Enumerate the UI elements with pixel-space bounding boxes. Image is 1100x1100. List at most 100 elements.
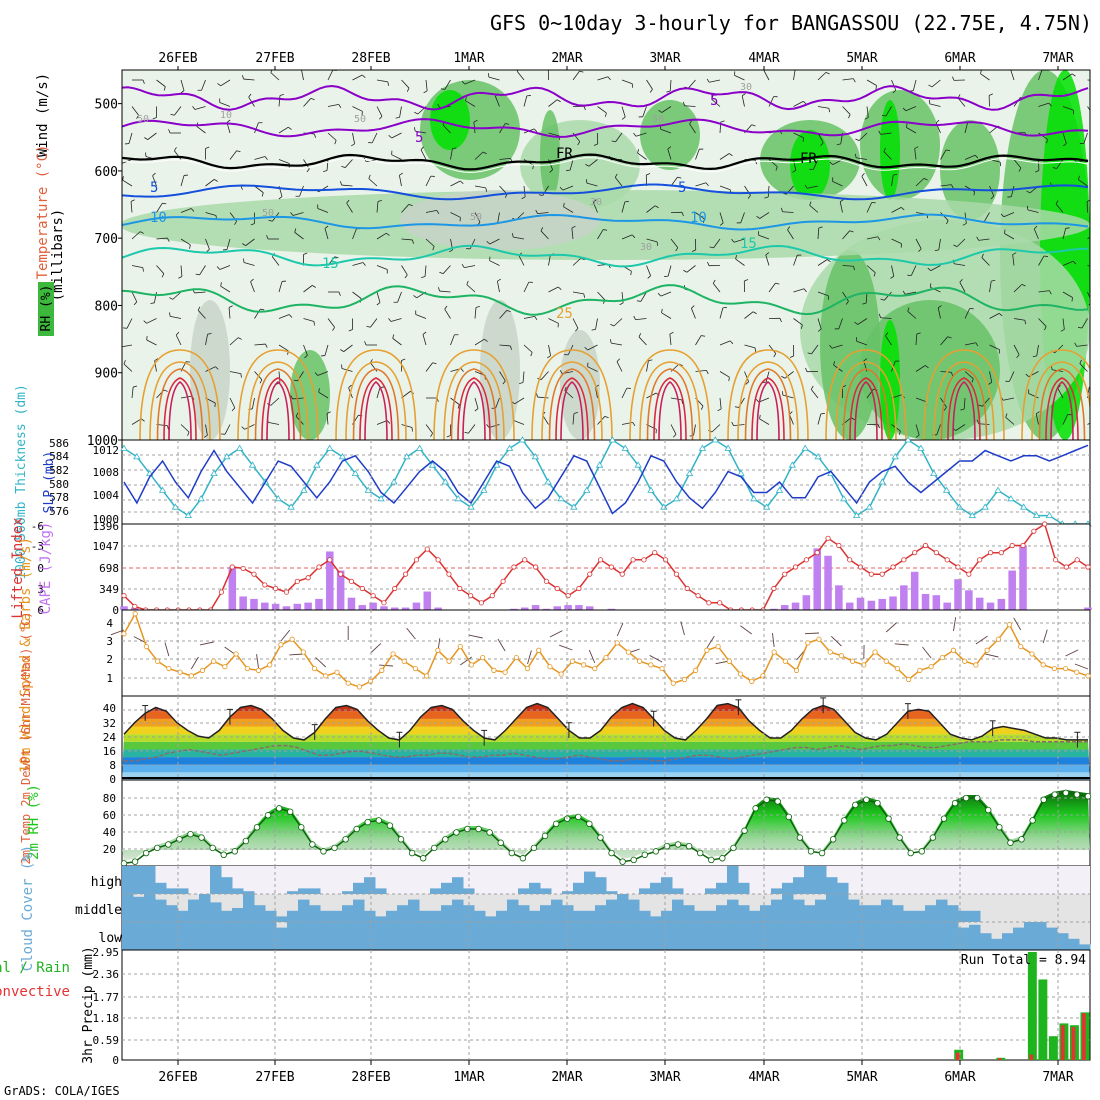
cloud-low-bar [254,922,266,950]
cloud-middle-bar [903,910,915,922]
wind10-point [211,658,217,664]
cloud-low-bar [265,922,277,950]
cloud-middle-bar [221,910,233,922]
wind10-point [457,643,463,650]
contour-label: 10 [690,210,707,226]
wind10-point [412,665,419,672]
wind10-barbs [110,617,1089,670]
contour-label: FR [800,151,817,167]
cloud-middle-bar [243,894,255,922]
precip-tick: 0 [112,1054,119,1067]
lifted-index-point [121,593,127,599]
thickness-point [454,495,462,502]
cape-panel: -6 -3 0 3 6 1396 1047 698 349 0 Lifted Index CAPE… [10,517,1092,619]
cape-bar [520,607,529,610]
cloud-middle-bar [595,905,607,922]
rh2m-point [154,844,161,852]
cloud-high-bar [177,888,189,894]
wind10-point [1029,651,1035,657]
cape-bar [943,602,951,610]
thickness-point [325,444,334,451]
date-gridlines [177,440,1059,1060]
upper-label-rh: RH (%) [39,285,54,332]
cloud-middle-bar [969,910,981,922]
wind10-point [737,671,744,677]
thickness-point [364,486,372,493]
top-date-label: 3MAR [649,51,680,66]
rh2m-panel: 80 60 40 20 2m RH (%) [26,779,1092,867]
wind10-point [379,667,385,673]
wind10-point [793,667,800,673]
wind10-point [424,673,430,679]
wind10-point [771,649,777,655]
lifted-index-point [912,550,918,556]
cape-tick: 349 [99,583,119,596]
lifted-index-point [359,585,365,592]
cloud-middle-bar [716,905,728,922]
lifted-index-point [240,565,246,572]
precip-conv-bar [997,1058,1002,1060]
temp2m-tick: 16 [103,745,116,758]
cloud-low-bar [485,922,497,950]
cloud-level-label: middle [75,903,122,918]
contour-label: 50 [652,114,664,125]
thickness-point [608,436,617,443]
cape-bar [120,606,128,610]
lifted-index-point [1009,542,1015,549]
upper-label-unit: (millibars) [50,209,66,302]
lifted-index-point [424,546,430,552]
wind10-point [222,664,228,670]
bottom-date-label: 28FEB [351,1070,390,1085]
wind10-point [906,676,912,683]
thickness-point [801,444,809,451]
cloud-low-bar [573,922,585,950]
cloud-middle-bar [793,899,805,922]
cloud-high-bar [815,866,827,894]
contour-label: FR [556,146,573,162]
precip-total-bar [1048,1036,1058,1060]
thickness-point [415,444,424,451]
cloud-high-bar [727,866,739,894]
wind10-point [850,658,856,664]
cloud-low-bar [551,922,563,950]
contour-label: 5 [415,130,423,146]
top-date-labels: 26FEB 27FEB 28FEB 1MAR 2MAR 3MAR 4MAR 5MAR 6MAR 7… [158,51,1074,70]
wind10-point [659,665,665,672]
rh2m-point [1073,791,1081,798]
rh2m-point [198,834,205,841]
wind10-point [838,653,844,659]
cape-label-left: Lifted Index [10,517,26,618]
cape-bar [1008,570,1016,610]
wind10-point [480,654,486,661]
thickness-point [904,436,912,443]
wind10-point [491,667,497,673]
lifted-index-point [641,557,647,563]
contour-label: 50 [354,114,366,125]
cloud-low-bar [815,922,827,950]
cloud-low-bar [155,922,167,950]
thickness-point [197,495,205,502]
cloud-low-bar [188,922,200,950]
precip-run-total: Run Total = 8.94 [961,953,1086,968]
cloud-middle-bar [837,894,849,922]
cape-bar [878,598,886,610]
precip-bars [954,952,1090,1060]
lifted-index-point [1031,528,1037,534]
wind10-point [648,662,654,668]
lifted-index-point [1063,564,1069,570]
rh2m-point [142,849,150,857]
top-date-label: 26FEB [158,51,197,66]
rh2m-point [508,849,516,857]
cloud-low-bar [1024,922,1036,950]
cape-bar [228,566,237,610]
cloud-high-bar [661,877,673,894]
rh2m-point [896,834,903,841]
cloud-low-bar [826,922,838,950]
cloud-high-bar [771,888,783,894]
cloud-middle-bar [606,899,618,922]
cloud-low-bar [463,922,475,950]
contour-label: 50 [262,208,274,219]
cape-bar [575,605,583,610]
